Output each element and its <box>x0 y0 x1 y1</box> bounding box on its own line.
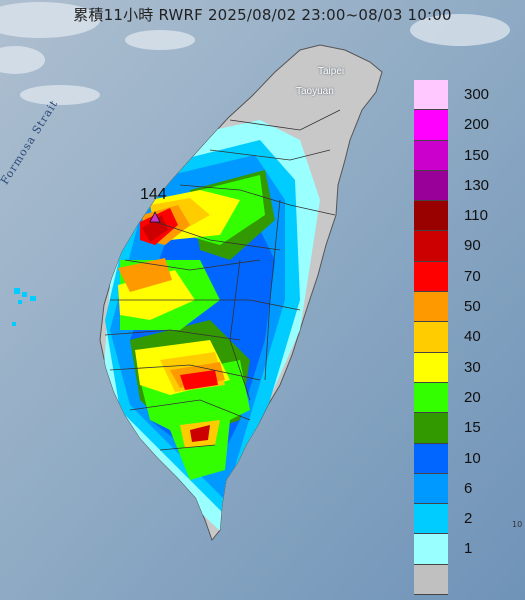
legend-swatch <box>414 110 448 141</box>
legend-row: 10 <box>414 443 514 474</box>
max-rainfall-value: 144 <box>140 186 167 203</box>
legend-row: 1 <box>414 534 514 565</box>
rainfall-field <box>100 120 320 540</box>
max-rainfall-marker <box>149 211 161 223</box>
legend-row: 2 <box>414 504 514 535</box>
legend-swatch <box>414 292 448 323</box>
legend-row: 15 <box>414 413 514 444</box>
legend-row: 30 <box>414 352 514 383</box>
legend-label: 150 <box>464 146 490 164</box>
legend-label: 10 <box>464 449 481 467</box>
legend-swatch <box>414 322 448 353</box>
legend-label: 1 <box>464 540 473 558</box>
legend-row: 300 <box>414 80 514 111</box>
legend-label: 6 <box>464 479 473 497</box>
legend-swatch <box>414 564 448 596</box>
legend-row: 110 <box>414 201 514 232</box>
legend-row: 70 <box>414 261 514 293</box>
legend-swatch <box>414 352 448 383</box>
legend-row: 150 <box>414 140 514 171</box>
legend-label: 30 <box>464 358 481 376</box>
legend-row: 6 <box>414 473 514 505</box>
legend-row: 20 <box>414 382 514 414</box>
legend-row: 40 <box>414 322 514 353</box>
legend-row <box>414 564 514 596</box>
city-label-taipei: Taipei <box>318 66 345 77</box>
legend-row: 130 <box>414 170 514 202</box>
legend-swatch <box>414 382 448 414</box>
legend-row: 200 <box>414 110 514 141</box>
map-title: 累積11小時 RWRF 2025/08/02 23:00~08/03 10:00 <box>73 6 452 24</box>
legend-swatch <box>414 80 448 111</box>
legend-swatch <box>414 231 448 262</box>
legend-swatch <box>414 170 448 202</box>
legend-swatch <box>414 473 448 505</box>
legend-row: 90 <box>414 231 514 262</box>
legend-swatch <box>414 201 448 232</box>
sea-echoes <box>12 288 36 326</box>
legend-label: 300 <box>464 86 490 103</box>
edge-label: 10 <box>512 520 523 529</box>
cloud-patches <box>0 2 510 105</box>
legend-swatch <box>414 504 448 535</box>
legend-swatch <box>414 413 448 444</box>
legend-label: 2 <box>464 510 473 528</box>
legend-swatch <box>414 261 448 293</box>
legend-label: 15 <box>464 419 481 437</box>
legend-swatch <box>414 140 448 171</box>
legend-swatch <box>414 443 448 474</box>
rainfall-legend: 300 200 150 130 110 90 70 50 40 30 20 15 10 6 2 1 <box>414 80 514 596</box>
legend-label: 90 <box>464 237 481 255</box>
legend-row: 50 <box>414 292 514 323</box>
legend-label: 50 <box>464 298 481 316</box>
legend-swatch <box>414 534 448 565</box>
county-boundaries <box>104 109 341 451</box>
city-label-taoyuan: Taoyuan <box>296 86 334 97</box>
legend-label: 200 <box>464 116 490 134</box>
legend-label: 20 <box>464 388 481 406</box>
legend-label: 130 <box>464 176 490 194</box>
legend-label: 110 <box>464 207 488 225</box>
legend-label: 70 <box>464 267 481 285</box>
legend-label: 40 <box>464 328 481 346</box>
